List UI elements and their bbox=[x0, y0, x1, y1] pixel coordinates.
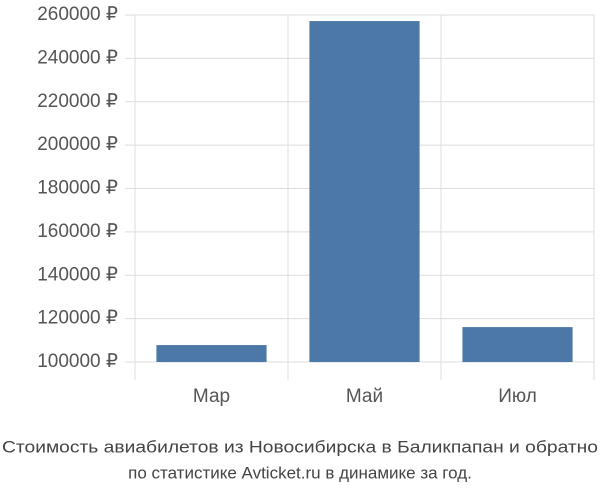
chart-title: Стоимость авиабилетов из Новосибирска в … bbox=[2, 437, 598, 456]
chart-subtitle: по статистике Avticket.ru в динамике за … bbox=[128, 463, 472, 482]
y-tick-label: 120000 ₽ bbox=[37, 308, 118, 329]
bar bbox=[309, 21, 420, 362]
y-tick-label: 100000 ₽ bbox=[37, 351, 118, 372]
x-tick-label: Май bbox=[346, 386, 383, 407]
x-tick-label: Июл bbox=[498, 386, 537, 407]
x-tick-label: Мар bbox=[193, 386, 230, 407]
y-tick-label: 180000 ₽ bbox=[37, 178, 118, 199]
y-tick-label: 220000 ₽ bbox=[37, 91, 118, 112]
bar bbox=[156, 345, 267, 362]
y-tick-label: 140000 ₽ bbox=[37, 264, 118, 285]
y-tick-label: 160000 ₽ bbox=[37, 221, 118, 242]
y-tick-label: 240000 ₽ bbox=[37, 47, 118, 68]
y-tick-label: 260000 ₽ bbox=[37, 4, 118, 25]
y-tick-label: 200000 ₽ bbox=[37, 134, 118, 155]
bar bbox=[462, 327, 573, 362]
